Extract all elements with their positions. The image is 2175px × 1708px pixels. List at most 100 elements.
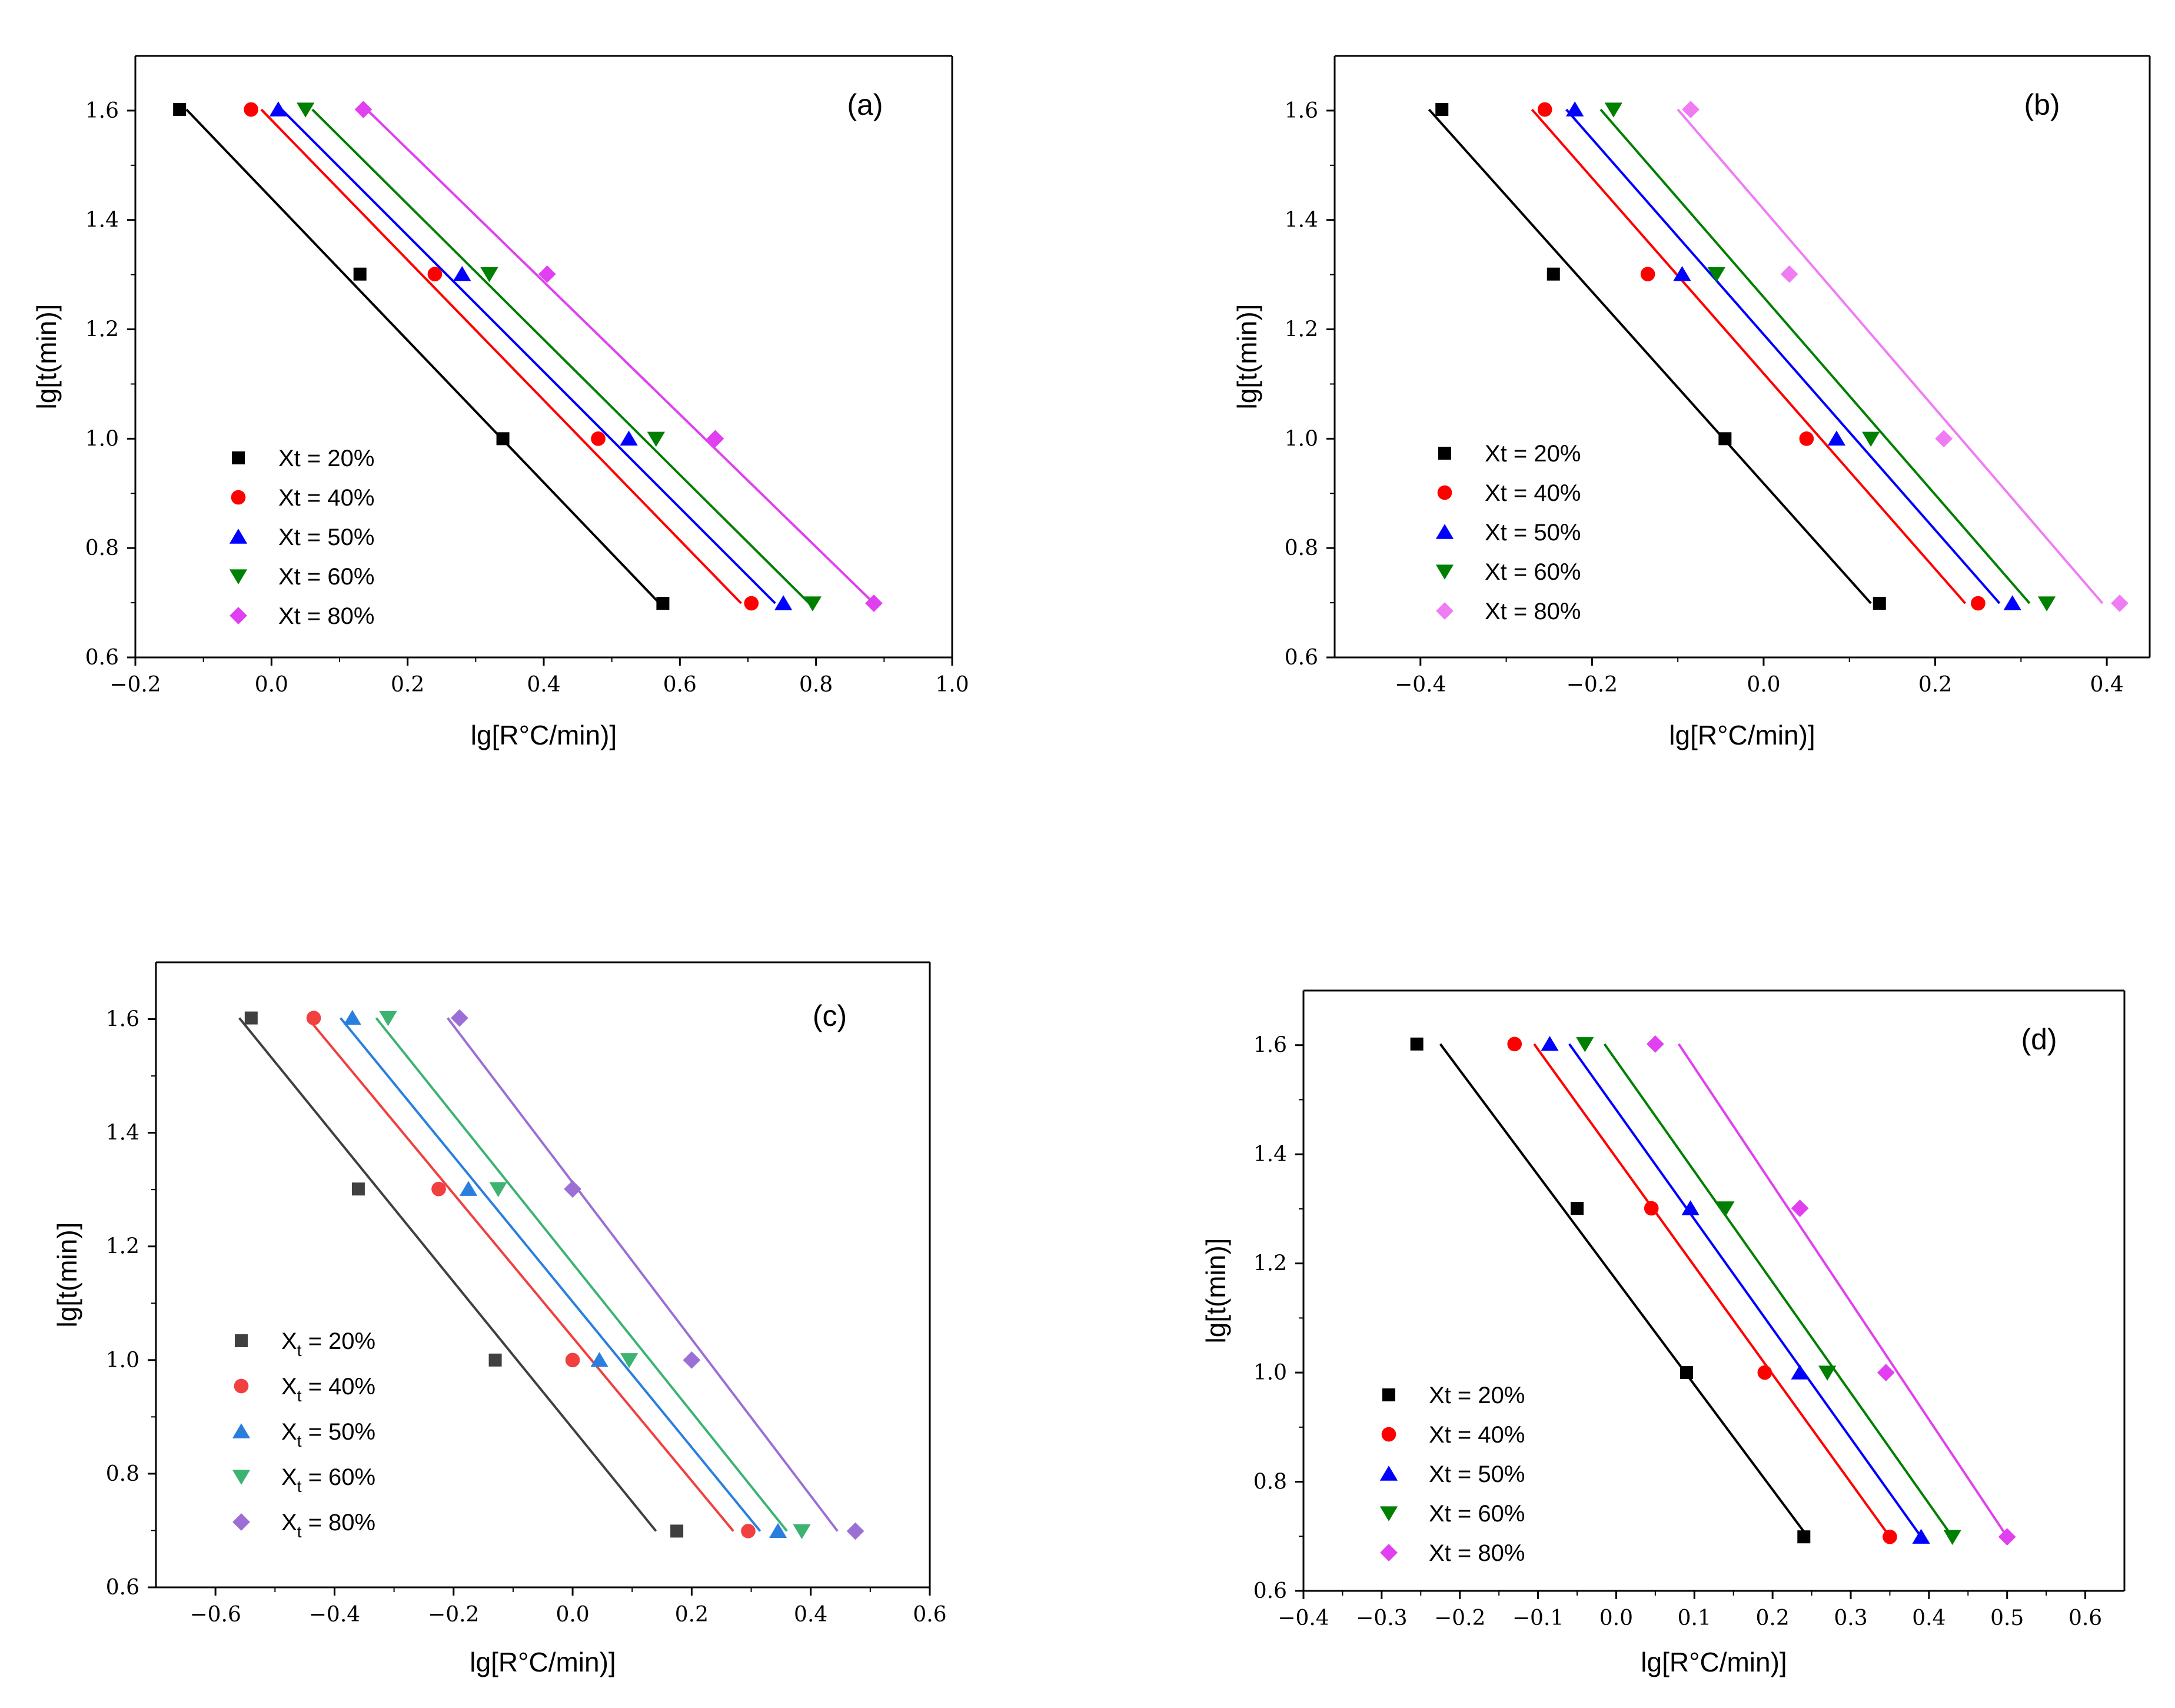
x-tick-label: 0.6 [2068,1606,2102,1630]
x-tick-label: −0.4 [1278,1606,1329,1630]
x-axis-title: lg[R°C/min)] [1641,1647,1787,1677]
x-tick-label: 0.3 [1834,1606,1867,1630]
legend-label: Xt = 60% [1429,1501,1525,1527]
legend-label: Xt = 50% [1485,520,1581,546]
legend: Xt = 20% Xt = 40% Xt = 50% Xt = 60% Xt = 80% [229,446,374,629]
data-point [351,1182,365,1196]
legend-marker [1435,564,1454,580]
y-tick-label: 0.8 [85,536,119,560]
data-point [620,430,638,446]
data-point [1912,1528,1930,1544]
data-point [1791,1199,1809,1217]
fit-line [1677,108,2104,604]
x-tick-label: 0.0 [556,1603,589,1627]
legend-label: Xt = 20% [1429,1383,1525,1408]
y-tick-label: 1.4 [85,208,119,232]
x-tick-label: 0.4 [2090,673,2123,697]
fit-line [365,108,875,604]
data-point [793,1524,811,1540]
x-tick-label: 0.6 [913,1603,946,1627]
panel-label: (d) [2021,1023,2057,1056]
legend-marker [1379,1466,1398,1481]
data-point [244,1011,258,1025]
legend-label: Xt = 40% [278,485,374,511]
legend-label: Xt = 50% [281,1419,375,1450]
y-tick-label: 1.4 [1285,208,1318,232]
y-tick-label: 1.6 [85,99,119,123]
fit-line [1533,1043,1891,1538]
legend-label: Xt = 50% [1429,1461,1525,1487]
legend: Xt = 20% Xt = 40% Xt = 50% Xt = 60% Xt = 80% [232,1328,375,1541]
x-tick-label: 0.2 [675,1603,709,1627]
y-tick-label: 1.0 [1285,427,1318,451]
data-point [1998,1528,2016,1546]
y-tick-label: 1.0 [106,1348,139,1373]
data-point [1757,1365,1772,1380]
data-point [803,596,822,612]
data-point [480,267,498,283]
x-tick-label: 0.0 [255,673,288,697]
legend-marker [1381,1427,1396,1442]
data-point [706,430,724,448]
y-tick-label: 0.8 [1285,536,1318,560]
data-point [297,102,315,118]
legend-label: Xt = 20% [1485,441,1581,467]
data-point [489,1182,507,1197]
data-point [244,102,258,117]
data-point [379,1011,397,1026]
y-axis-title: lg[t(min)] [1232,304,1262,410]
data-point [591,431,606,446]
data-point [620,1353,638,1368]
y-tick-label: 1.2 [85,318,119,342]
legend-marker [229,569,248,584]
y-tick-label: 0.6 [106,1576,139,1600]
x-axis-title: lg[R°C/min)] [470,1647,616,1677]
data-point [846,1522,864,1540]
x-axis-title: lg[R°C/min)] [1669,720,1815,750]
legend-label: Xt = 60% [281,1464,375,1496]
x-tick-label: 0.1 [1678,1606,1711,1630]
x-tick-label: 0.4 [1912,1606,1945,1630]
y-tick-label: 0.8 [106,1462,139,1486]
y-tick-label: 1.0 [85,427,119,451]
data-point [1935,430,1953,448]
x-tick-label: −0.2 [1567,673,1618,697]
legend-label: Xt = 50% [278,524,374,550]
y-tick-label: 0.6 [1253,1579,1287,1603]
data-point [427,267,443,282]
data-point [683,1351,701,1369]
panel-label: (a) [847,88,883,121]
legend-marker [232,1513,250,1531]
legend-label: Xt = 60% [278,564,374,590]
data-point [865,594,883,612]
data-point [2111,594,2129,612]
chart-panel-2: −0.4 −0.2 0.0 0.2 0.4 0.6 0.8 1.0 1.2 1.4 1.6 lg[R°… [1232,55,2151,750]
data-point [1644,1201,1659,1216]
x-tick-label: 0.8 [799,673,833,697]
x-tick-label: 0.5 [1990,1606,2024,1630]
y-tick-label: 1.2 [1285,318,1318,342]
data-point [496,432,510,446]
data-point [1566,101,1584,117]
data-point [451,1009,468,1027]
fit-line [1428,108,1872,604]
data-point [769,1523,787,1538]
fit-line [1531,108,1967,604]
fit-line [311,108,810,604]
data-point [1971,596,1986,611]
data-point [1547,267,1560,281]
legend-marker [230,607,247,624]
legend-marker [1438,447,1451,460]
legend-marker [232,1423,251,1438]
data-point [1707,267,1725,283]
y-axis-title: lg[t(min)] [1200,1238,1231,1344]
legend-label: Xt = 40% [281,1374,375,1405]
data-point [269,101,288,117]
data-point [744,596,759,611]
legend-marker [234,1378,249,1394]
legend-label: Xt = 80% [278,603,374,629]
data-point [1862,431,1880,447]
data-point [1943,1530,1961,1545]
data-point [1576,1037,1594,1052]
